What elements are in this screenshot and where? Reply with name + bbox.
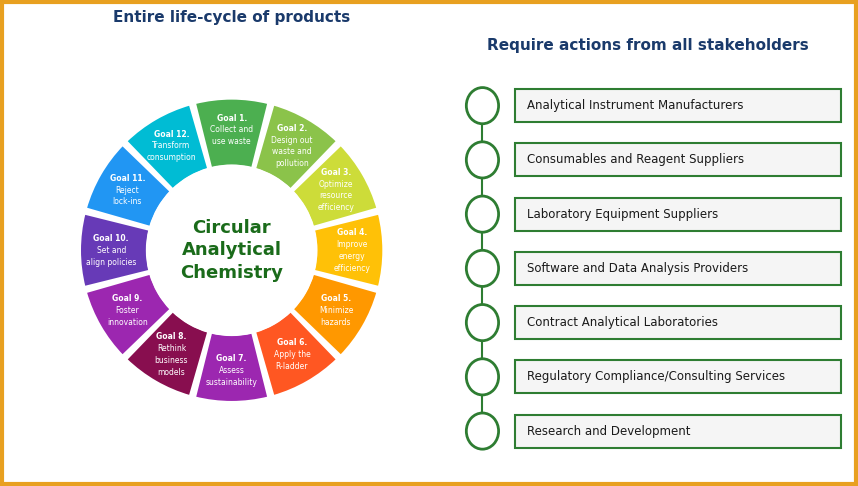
FancyBboxPatch shape bbox=[515, 360, 842, 393]
Text: Goal 2.: Goal 2. bbox=[277, 124, 307, 133]
Text: Goal 7.: Goal 7. bbox=[216, 354, 247, 364]
Text: consumption: consumption bbox=[147, 153, 196, 162]
Text: Goal 10.: Goal 10. bbox=[94, 234, 129, 243]
FancyBboxPatch shape bbox=[515, 306, 842, 339]
Text: efficiency: efficiency bbox=[317, 203, 354, 212]
FancyBboxPatch shape bbox=[515, 143, 842, 176]
Text: Minimize: Minimize bbox=[319, 306, 353, 315]
Circle shape bbox=[467, 305, 498, 341]
Text: business: business bbox=[154, 356, 188, 365]
FancyBboxPatch shape bbox=[515, 252, 842, 285]
Text: Goal 9.: Goal 9. bbox=[112, 294, 142, 303]
Text: Foster: Foster bbox=[116, 306, 139, 315]
Text: Transform: Transform bbox=[153, 141, 190, 151]
Wedge shape bbox=[80, 213, 149, 287]
Wedge shape bbox=[86, 274, 171, 356]
Text: Goal 1.: Goal 1. bbox=[216, 114, 247, 122]
Text: Contract Analytical Laboratories: Contract Analytical Laboratories bbox=[527, 316, 718, 329]
Text: Entire life-cycle of products: Entire life-cycle of products bbox=[113, 10, 350, 25]
Circle shape bbox=[467, 196, 498, 232]
Text: Laboratory Equipment Suppliers: Laboratory Equipment Suppliers bbox=[527, 208, 718, 221]
FancyBboxPatch shape bbox=[515, 89, 842, 122]
Text: Circular: Circular bbox=[192, 219, 271, 237]
Text: Set and: Set and bbox=[96, 246, 126, 255]
FancyBboxPatch shape bbox=[515, 415, 842, 448]
Text: Optimize: Optimize bbox=[318, 180, 353, 189]
Wedge shape bbox=[255, 104, 337, 190]
Wedge shape bbox=[255, 311, 337, 396]
Circle shape bbox=[467, 413, 498, 449]
Text: Regulatory Compliance/Consulting Services: Regulatory Compliance/Consulting Service… bbox=[527, 370, 785, 383]
Text: Rethink: Rethink bbox=[157, 344, 186, 353]
Text: sustainability: sustainability bbox=[206, 378, 257, 387]
Text: energy: energy bbox=[339, 252, 366, 260]
Text: R-ladder: R-ladder bbox=[275, 362, 308, 371]
Text: Improve: Improve bbox=[336, 240, 368, 249]
Text: Collect and: Collect and bbox=[210, 125, 253, 134]
Text: efficiency: efficiency bbox=[334, 263, 371, 273]
Text: Goal 11.: Goal 11. bbox=[110, 174, 145, 183]
Wedge shape bbox=[314, 213, 384, 287]
Text: waste and: waste and bbox=[272, 147, 311, 156]
Text: align policies: align policies bbox=[86, 258, 136, 267]
Wedge shape bbox=[293, 145, 378, 227]
Text: pollution: pollution bbox=[275, 159, 309, 168]
Text: Assess: Assess bbox=[219, 366, 245, 375]
Text: Require actions from all stakeholders: Require actions from all stakeholders bbox=[487, 38, 808, 53]
Text: Goal 6.: Goal 6. bbox=[277, 338, 307, 347]
Circle shape bbox=[467, 250, 498, 286]
Circle shape bbox=[467, 87, 498, 124]
Text: Analytical Instrument Manufacturers: Analytical Instrument Manufacturers bbox=[527, 99, 743, 112]
Text: Design out: Design out bbox=[271, 136, 312, 144]
Text: lock-ins: lock-ins bbox=[112, 197, 142, 207]
Text: Apply the: Apply the bbox=[274, 350, 311, 359]
Text: innovation: innovation bbox=[107, 318, 148, 327]
Text: Goal 8.: Goal 8. bbox=[156, 332, 187, 341]
Wedge shape bbox=[195, 99, 269, 168]
Text: Goal 3.: Goal 3. bbox=[321, 168, 351, 177]
Text: resource: resource bbox=[319, 191, 353, 200]
Text: models: models bbox=[158, 368, 185, 377]
Text: Chemistry: Chemistry bbox=[180, 263, 283, 281]
Text: Consumables and Reagent Suppliers: Consumables and Reagent Suppliers bbox=[527, 154, 744, 166]
Text: Goal 4.: Goal 4. bbox=[337, 228, 367, 237]
Text: Software and Data Analysis Providers: Software and Data Analysis Providers bbox=[527, 262, 748, 275]
Wedge shape bbox=[126, 104, 208, 190]
Text: Goal 5.: Goal 5. bbox=[321, 294, 351, 303]
Text: Reject: Reject bbox=[116, 186, 139, 194]
Text: use waste: use waste bbox=[212, 137, 251, 146]
Wedge shape bbox=[126, 311, 208, 396]
Wedge shape bbox=[86, 145, 171, 227]
FancyBboxPatch shape bbox=[515, 198, 842, 231]
Wedge shape bbox=[195, 332, 269, 402]
Wedge shape bbox=[293, 274, 378, 356]
Circle shape bbox=[467, 359, 498, 395]
Text: Goal 12.: Goal 12. bbox=[154, 130, 189, 139]
Text: hazards: hazards bbox=[321, 318, 351, 327]
Circle shape bbox=[147, 166, 317, 335]
Circle shape bbox=[467, 142, 498, 178]
Text: Research and Development: Research and Development bbox=[527, 425, 691, 437]
Text: Analytical: Analytical bbox=[182, 241, 281, 260]
